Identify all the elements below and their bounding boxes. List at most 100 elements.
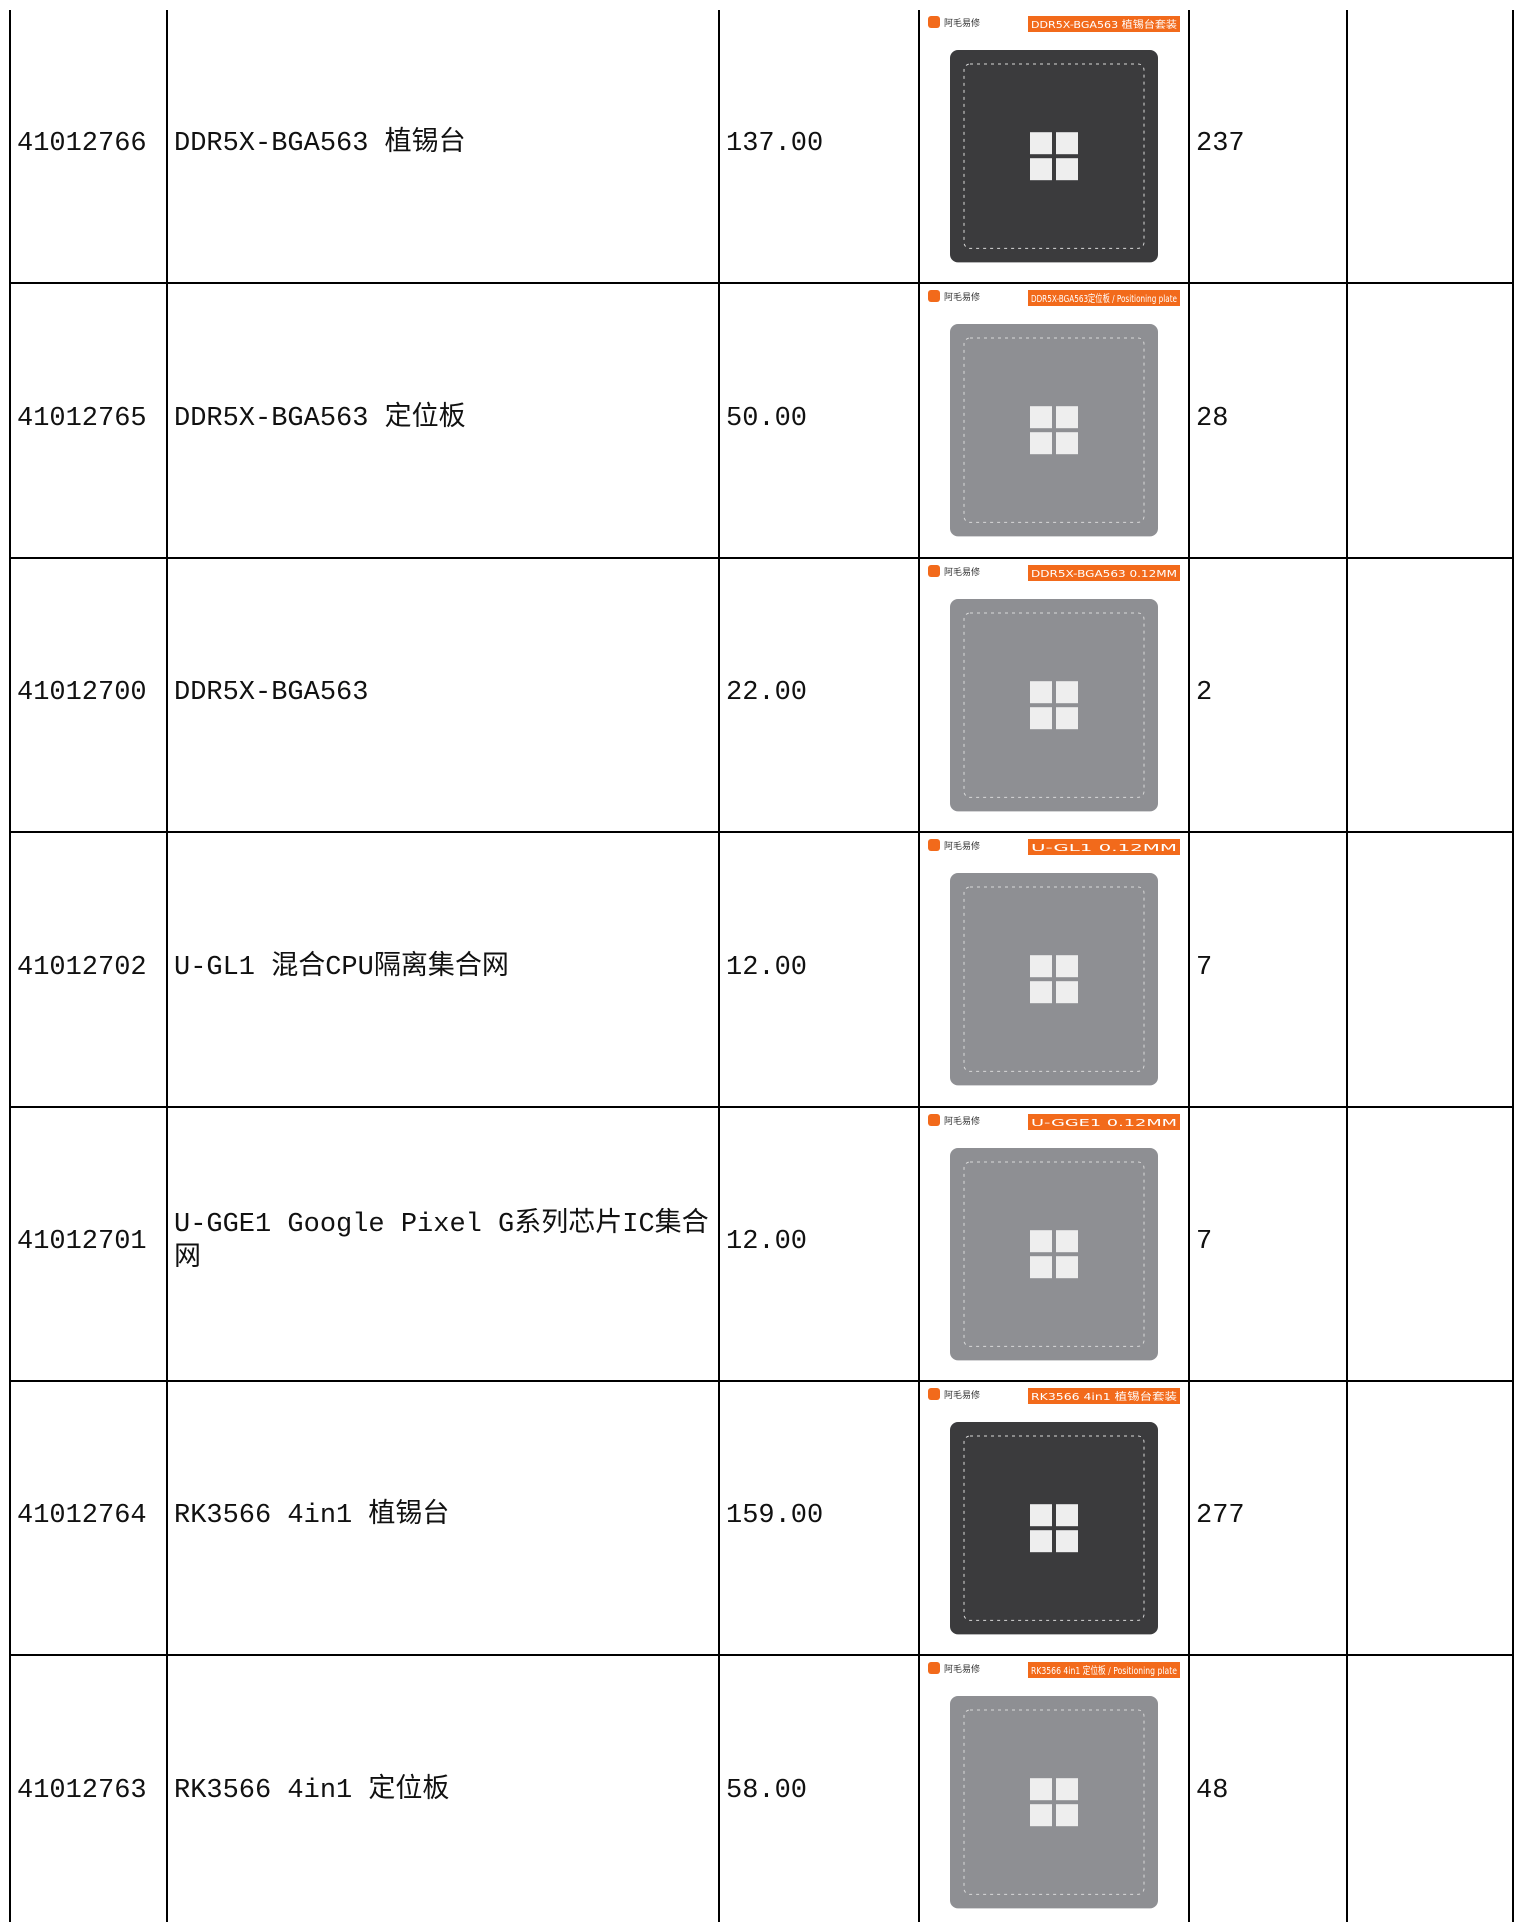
image-label: RK3566 4in1 植锡台套装 xyxy=(1031,1390,1177,1403)
window xyxy=(1030,1804,1052,1827)
image-label: U-GL1 0.12MM xyxy=(1031,843,1177,854)
window xyxy=(1030,132,1052,155)
label-bg xyxy=(1028,839,1180,856)
window xyxy=(1030,1255,1052,1278)
window xyxy=(1030,432,1052,455)
product-image-art: 阿毛易修 RK3566 4in1 植锡台套装 xyxy=(928,1388,1180,1635)
column-border xyxy=(166,10,168,1922)
cell-price: 12.00 xyxy=(726,952,808,983)
window xyxy=(1030,1229,1052,1252)
logo-mark xyxy=(928,290,940,303)
label-bg xyxy=(1028,290,1180,307)
window xyxy=(1056,1804,1078,1827)
cell-id: 41012763 xyxy=(17,1775,147,1806)
cell-name: RK3566 4in1 定位板 xyxy=(174,1775,450,1806)
stencil-inner xyxy=(963,63,1145,249)
cell-name: RK3566 4in1 植锡台 xyxy=(174,1501,450,1532)
brand: 阿毛易修 xyxy=(944,291,980,303)
product-image-art: 阿毛易修 U-GL1 0.12MM xyxy=(928,839,1180,1086)
row-border xyxy=(9,831,1514,834)
logo-mark xyxy=(928,1113,940,1126)
cell-qty: 7 xyxy=(1196,1226,1213,1257)
cell-name: DDR5X-BGA563 xyxy=(174,678,369,709)
stencil xyxy=(950,873,1158,1086)
label-bg xyxy=(1028,1662,1180,1679)
logo-mark xyxy=(928,16,940,28)
row-border xyxy=(9,1654,1514,1657)
stencil xyxy=(950,1147,1158,1360)
cell-qty: 28 xyxy=(1196,403,1229,434)
cell-id: 41012765 xyxy=(17,403,147,434)
stencil xyxy=(950,598,1158,812)
window xyxy=(1030,680,1052,703)
product-image: 阿毛易修 DDR5X-BGA563 0.12MM xyxy=(920,558,1188,832)
stencil xyxy=(950,1696,1158,1909)
product-image-art: 阿毛易修 DDR5X-BGA563 植锡台套装 xyxy=(928,16,1180,263)
product-image-art: 阿毛易修 RK3566 4in1 定位板 / Positioning plate xyxy=(928,1662,1180,1909)
image-label: U-GGE1 0.12MM xyxy=(1031,1118,1177,1129)
row-border xyxy=(9,282,1514,285)
window xyxy=(1056,432,1078,455)
product-image: 阿毛易修 DDR5X-BGA563 植锡台套装 xyxy=(920,10,1188,283)
stencil xyxy=(950,1422,1158,1635)
image-label: DDR5X-BGA563定位板 / Positioning plate xyxy=(1031,292,1177,305)
logo-mark xyxy=(928,564,940,577)
cell-id: 41012764 xyxy=(17,1501,147,1532)
cell-qty: 7 xyxy=(1196,952,1213,983)
product-image-art: 阿毛易修 DDR5X-BGA563定位板 / Positioning plate xyxy=(928,290,1180,537)
window xyxy=(1056,1255,1078,1278)
image-label: DDR5X-BGA563 0.12MM xyxy=(1031,569,1177,580)
window xyxy=(1056,680,1078,703)
cell-price: 137.00 xyxy=(726,129,824,160)
window xyxy=(1056,981,1078,1004)
cell-price: 22.00 xyxy=(726,678,808,709)
window xyxy=(1030,1530,1052,1553)
window xyxy=(1056,132,1078,155)
logo-mark xyxy=(928,839,940,852)
label-bg xyxy=(1028,1113,1180,1130)
label-bg xyxy=(1028,1388,1180,1404)
window xyxy=(1056,955,1078,978)
row-border xyxy=(9,1380,1514,1382)
cell-qty: 237 xyxy=(1196,129,1245,160)
cell-id: 41012766 xyxy=(17,129,147,160)
window xyxy=(1030,158,1052,181)
cell-qty: 2 xyxy=(1196,678,1213,709)
cell-qty: 48 xyxy=(1196,1775,1229,1806)
product-image: 阿毛易修 RK3566 4in1 定位板 / Positioning plate xyxy=(920,1656,1188,1922)
cell-name: U-GGE1 Google Pixel G系列芯片IC集合网 xyxy=(174,1210,709,1274)
cell-name: DDR5X-BGA563 定位板 xyxy=(174,403,466,434)
stencil-inner xyxy=(963,1435,1145,1621)
row-border xyxy=(9,556,1514,559)
cell-name: U-GL1 混合CPU隔离集合网 xyxy=(174,952,509,983)
window xyxy=(1056,706,1078,729)
brand: 阿毛易修 xyxy=(944,566,980,578)
column-border xyxy=(1346,10,1348,1922)
logo-mark xyxy=(928,1662,940,1675)
stencil-inner xyxy=(963,1709,1145,1896)
column-border xyxy=(1188,10,1190,1922)
product-image: 阿毛易修 U-GL1 0.12MM xyxy=(920,833,1188,1106)
product-image: 阿毛易修 U-GGE1 0.12MM xyxy=(920,1107,1188,1380)
window xyxy=(1056,1778,1078,1801)
window xyxy=(1030,955,1052,978)
label-bg xyxy=(1028,564,1180,581)
cell-price: 50.00 xyxy=(726,403,808,434)
window xyxy=(1030,1504,1052,1527)
cell-id: 41012702 xyxy=(17,952,147,983)
window xyxy=(1056,1504,1078,1527)
cell-price: 58.00 xyxy=(726,1775,808,1806)
column-border xyxy=(718,10,720,1922)
brand: 阿毛易修 xyxy=(944,840,980,852)
stencil-inner xyxy=(963,337,1145,524)
image-label: RK3566 4in1 定位板 / Positioning plate xyxy=(1031,1664,1177,1677)
label-bg xyxy=(1028,16,1180,32)
cell-name: DDR5X-BGA563 植锡台 xyxy=(174,129,466,160)
product-image-art: 阿毛易修 DDR5X-BGA563 0.12MM xyxy=(928,564,1180,812)
window xyxy=(1056,1229,1078,1252)
stencil-inner xyxy=(963,886,1145,1073)
brand: 阿毛易修 xyxy=(944,17,980,29)
brand: 阿毛易修 xyxy=(944,1115,980,1127)
column-border xyxy=(9,10,11,1922)
row-border xyxy=(9,1105,1514,1108)
